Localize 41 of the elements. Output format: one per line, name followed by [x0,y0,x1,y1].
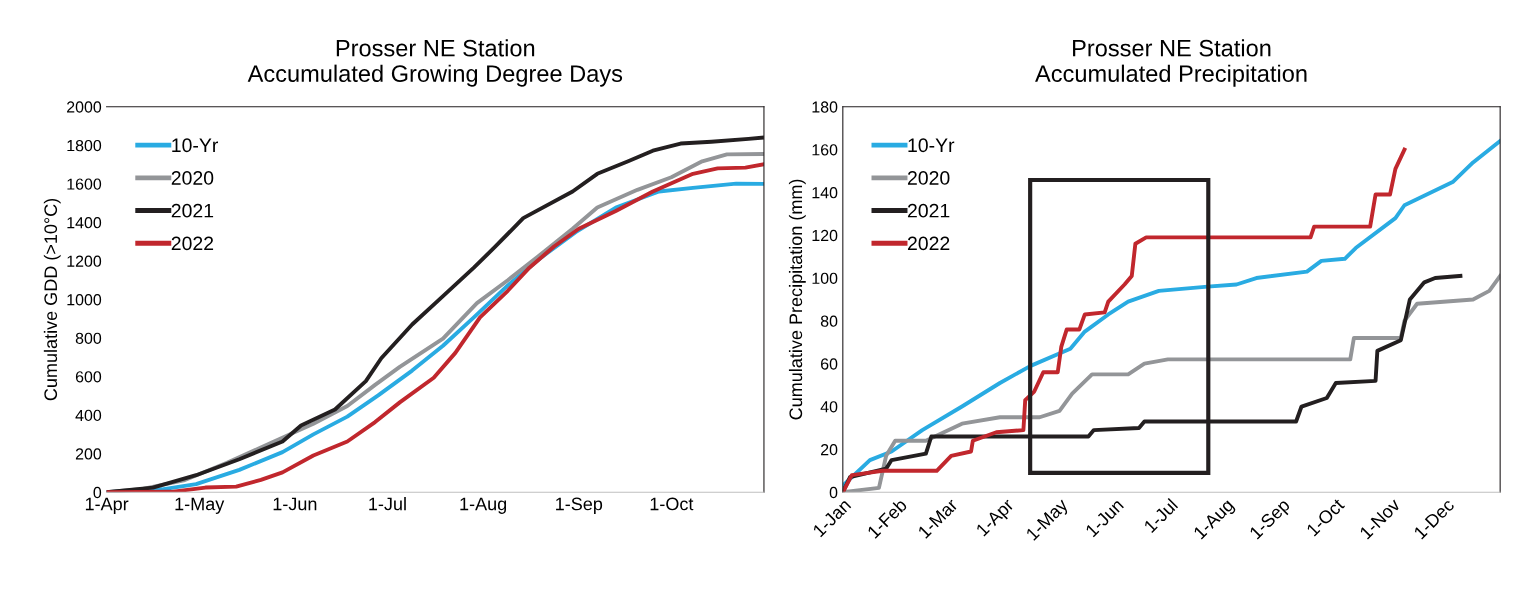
y-tick-label: 1400 [67,217,102,229]
y-tick-label: 160 [812,144,838,156]
y-tick-label: 20 [821,444,838,456]
y-axis-title: Cumulative GDD (>10°C) [43,198,61,401]
y-tick-label: 1000 [67,294,102,306]
y-axis-title: Cumulative Precipitation (mm) [788,179,806,420]
y-tick-label: 180 [812,101,838,113]
x-tick-label: 1-Aug [460,497,507,514]
y-tick-label: 1800 [67,139,102,152]
y-tick-label: 80 [820,315,838,327]
x-tick-label: 1-Oct [650,497,694,511]
y-tick-label: 600 [75,371,102,383]
x-tick-label: 1-May [175,497,225,514]
chart-title: Prosser NE Station Accumulated Growing Degree Days [247,39,623,87]
legend-label: 2021 [171,203,214,218]
y-tick-label: 400 [75,409,102,422]
y-tick-label: 0 [829,486,838,499]
y-tick-label: 1600 [67,178,102,190]
y-tick-label: 0 [93,486,102,499]
y-tick-label: 120 [812,229,838,242]
legend-label: 2021 [907,203,950,218]
y-tick-label: 800 [75,332,102,344]
legend-label: 2020 [171,171,214,185]
x-tick-label: 1-Apr [85,497,129,514]
y-tick-label: 1200 [67,255,102,267]
legend-label: 2022 [171,236,214,251]
y-tick-label: 140 [812,187,838,199]
y-tick-label: 40 [820,401,838,413]
legend-label: 10-Yr [172,138,218,153]
y-tick-label: 2000 [67,101,102,113]
x-tick-label: 1-Sep [556,497,603,514]
chart-title: Prosser NE Station Accumulated Precipitation [1035,39,1307,87]
y-tick-label: 200 [75,448,102,460]
line-series [842,139,1501,488]
y-tick-label: 100 [812,272,838,284]
x-tick-label: 1-Jun [273,497,317,511]
y-tick-label: 60 [821,358,838,370]
legend-label: 2020 [907,171,950,185]
x-tick-label: 1-Jul [369,497,406,511]
legend-label: 2022 [907,236,950,251]
legend-label: 10-Yr [908,138,955,153]
